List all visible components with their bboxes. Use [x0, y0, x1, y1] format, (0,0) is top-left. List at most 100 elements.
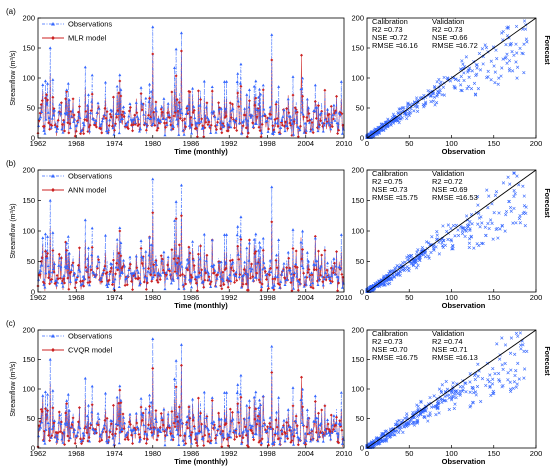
model-point: [196, 89, 200, 93]
scatter-point: [415, 420, 420, 424]
scatter-point: [480, 47, 484, 51]
model-point: [304, 131, 308, 135]
observation-point: [65, 111, 69, 114]
observation-point: [232, 272, 236, 276]
observation-point: [270, 33, 274, 36]
model-point: [94, 125, 98, 129]
model-point: [210, 399, 214, 403]
observation-point: [78, 116, 82, 119]
observation-point: [43, 285, 47, 289]
scatter-point: [496, 236, 500, 240]
scatter-point: [459, 83, 463, 87]
scatter-point: [414, 266, 419, 270]
calibration-title: Calibration: [372, 329, 408, 338]
observation-point: [210, 396, 214, 399]
scatter-point: [503, 343, 508, 347]
model-point: [224, 266, 228, 270]
observation-point: [102, 423, 106, 427]
observation-point: [123, 264, 127, 268]
observation-point: [97, 417, 101, 421]
scatter-point: [488, 384, 492, 388]
observation-point: [246, 119, 250, 122]
scatter-point: [467, 222, 471, 227]
observation-point: [43, 390, 47, 394]
observation-point: [180, 264, 184, 268]
observation-point: [182, 443, 186, 446]
observation-point: [207, 118, 211, 121]
model-point: [88, 426, 92, 430]
model-point: [118, 388, 122, 392]
model-point: [194, 441, 198, 445]
observation-point: [154, 109, 158, 113]
model-point: [325, 427, 329, 431]
calibration-r2-label: R2 =: [372, 25, 389, 34]
observation-point: [130, 429, 134, 433]
observation-point: [283, 283, 287, 286]
scatter-point: [474, 393, 478, 397]
observation-point: [309, 439, 313, 443]
scatter-point: [513, 352, 517, 357]
observation-point: [178, 419, 182, 423]
scatter-point: [525, 349, 529, 354]
model-point: [87, 275, 91, 279]
observation-point: [96, 101, 100, 105]
observation-point: [254, 390, 258, 394]
model-point: [107, 124, 111, 128]
observation-point: [148, 235, 152, 239]
observation-point: [250, 424, 254, 427]
observation-point: [263, 112, 267, 116]
observation-point: [54, 435, 58, 439]
observation-point: [248, 266, 252, 270]
scatter-point: [497, 76, 501, 80]
model-point: [175, 415, 179, 419]
model-point: [158, 425, 162, 429]
observation-point: [163, 443, 167, 447]
observation-point: [139, 239, 143, 242]
scatter-point: [510, 69, 515, 73]
observation-point: [174, 47, 178, 51]
observation-point: [99, 276, 103, 279]
observation-point: [167, 424, 171, 427]
model-point: [238, 273, 242, 277]
scatter-point: [456, 233, 461, 238]
observation-point: [295, 121, 299, 124]
observation-point: [177, 443, 181, 446]
observation-point: [261, 236, 265, 240]
scatter-point: [436, 399, 440, 403]
model-point: [142, 280, 146, 284]
model-point: [267, 127, 271, 131]
model-point: [77, 105, 81, 109]
observation-point: [313, 236, 317, 240]
model-point: [327, 427, 331, 431]
model-point: [51, 249, 55, 253]
model-point: [286, 437, 290, 441]
scatter-point: [501, 384, 505, 388]
model-point: [100, 131, 104, 135]
observation-point: [255, 108, 259, 112]
scatter-point: [464, 390, 468, 394]
y-axis-label: Forecast: [543, 35, 550, 65]
model-point: [270, 58, 274, 62]
observation-point: [43, 232, 47, 236]
observation-point: [338, 112, 342, 116]
scatter-point: [464, 214, 469, 218]
scatter-point: [498, 357, 502, 361]
observation-point: [295, 431, 299, 435]
model-point: [139, 405, 143, 409]
model-point: [79, 132, 82, 136]
observation-point: [83, 65, 87, 69]
scatter-point: [453, 86, 457, 90]
observation-point: [62, 430, 66, 434]
observation-point: [288, 114, 292, 118]
scatter-point: [464, 229, 468, 233]
scatter-point: [476, 362, 480, 366]
observation-point: [265, 119, 269, 122]
model-point: [224, 114, 228, 118]
scatter-point: [427, 241, 431, 245]
timeseries-panel-b: 1962 1968 1974 1980 1986 1992 1998 2004 20100501…: [6, 159, 352, 310]
observation-point: [126, 120, 130, 124]
observation-point: [110, 419, 114, 423]
observation-point: [298, 438, 302, 442]
observation-point: [94, 119, 98, 123]
observation-point: [152, 270, 156, 274]
